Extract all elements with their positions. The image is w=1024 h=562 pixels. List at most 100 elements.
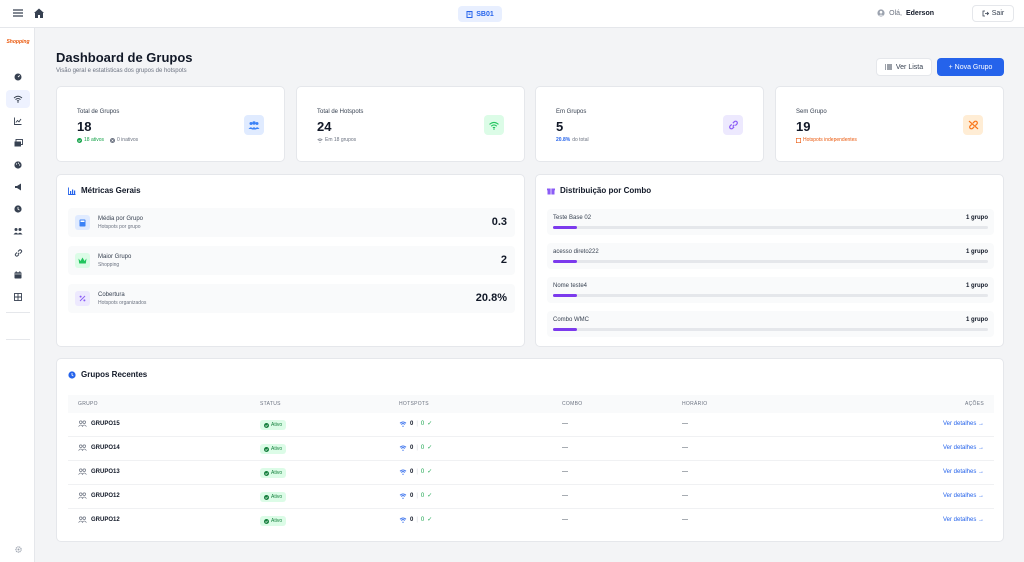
bar-chart-icon [68, 187, 76, 195]
combo-progress-fill [553, 260, 577, 263]
group-name-cell: GRUPO13 [78, 468, 120, 475]
table-row: GRUPO14 Ativo 0 | 0 ✓ — — Ver detalhes → [68, 437, 994, 461]
groups-count-text: Em 18 grupos [325, 137, 357, 143]
combo-cell: — [562, 517, 568, 523]
combo-distribution-panel: Distribuição por Combo Teste Base 02 1 g… [535, 174, 1004, 347]
view-details-link[interactable]: Ver detalhes → [942, 445, 984, 451]
sidebar-item-schedule[interactable] [6, 200, 30, 218]
sidebar: Shopping [0, 28, 35, 562]
view-details-link[interactable]: Ver detalhes → [942, 493, 984, 499]
check-circle-icon [264, 518, 269, 524]
stat-footer: Em 18 grupos [317, 137, 356, 143]
combo-progress-fill [553, 328, 577, 331]
combo-item: Teste Base 02 1 grupo [547, 209, 994, 235]
calculator-icon [75, 215, 90, 230]
combo-count: 1 grupo [966, 249, 988, 255]
combo-progress-track [553, 294, 988, 297]
panel-title-text: Distribuição por Combo [560, 186, 652, 195]
home-icon[interactable] [33, 7, 45, 19]
hotspot-total: 0 [410, 420, 414, 427]
view-details-link[interactable]: Ver detalhes → [942, 517, 984, 523]
schedule-cell: — [682, 493, 688, 499]
group-name-cell: GRUPO12 [78, 516, 120, 523]
users-icon [13, 228, 23, 235]
group-name: GRUPO12 [91, 516, 120, 523]
wifi-icon [399, 444, 407, 451]
check-circle-icon [264, 422, 269, 428]
metric-sub: Hotspots organizados [98, 300, 147, 306]
check-icon: ✓ [427, 421, 433, 427]
wifi-icon [399, 492, 407, 499]
sidebar-divider [6, 339, 30, 340]
independent-count-text: Hotspots independentes [803, 137, 857, 143]
metric-value: 0.3 [491, 216, 507, 228]
active-count-text: 18 ativos [84, 137, 105, 143]
schedule-cell: — [682, 445, 688, 451]
users-icon [78, 492, 87, 499]
sidebar-item-calendar[interactable] [6, 266, 30, 284]
combo-name: Combo WMC [553, 317, 590, 323]
status-badge: Ativo [260, 492, 287, 502]
separator: | [416, 444, 418, 451]
view-list-button[interactable]: Ver Lista [876, 58, 932, 76]
sidebar-item-analytics[interactable] [6, 112, 30, 130]
unlink-icon [796, 137, 801, 143]
sidebar-item-gallery[interactable] [6, 134, 30, 152]
status-text: Ativo [271, 446, 283, 452]
sidebar-item-hotspots[interactable] [6, 90, 30, 108]
top-bar: SB01 Olá, Ederson Sair [0, 0, 1024, 28]
combo-item: Nome teste4 1 grupo [547, 277, 994, 303]
sidebar-item-campaigns[interactable] [6, 178, 30, 196]
sidebar-item-groups[interactable] [6, 244, 30, 262]
logout-button[interactable]: Sair [972, 5, 1014, 22]
panel-title-text: Métricas Gerais [81, 186, 141, 195]
sidebar-item-themes[interactable] [6, 156, 30, 174]
sidebar-item-users[interactable] [6, 222, 30, 240]
stat-card-total-groups: Total de Grupos 18 18 ativos 0 inativos [56, 86, 285, 162]
stat-label: Em Grupos [556, 109, 587, 115]
page-title: Dashboard de Grupos [56, 50, 193, 65]
group-name-cell: GRUPO12 [78, 492, 120, 499]
logout-icon [982, 10, 989, 17]
megaphone-icon [14, 183, 21, 191]
sidebar-item-grid[interactable] [6, 288, 30, 306]
gallery-icon [14, 139, 23, 147]
wifi-icon [317, 137, 323, 143]
combo-name: Nome teste4 [553, 283, 588, 289]
percentage-suffix: do total [572, 137, 589, 143]
check-icon: ✓ [427, 445, 433, 451]
building-icon [466, 10, 473, 18]
list-icon [884, 64, 892, 70]
view-details-link[interactable]: Ver detalhes → [942, 421, 984, 427]
combo-name: Teste Base 02 [553, 215, 592, 221]
menu-icon[interactable] [13, 8, 23, 18]
schedule-cell: — [682, 421, 688, 427]
combo-item: Combo WMC 1 grupo [547, 311, 994, 337]
status-text: Ativo [271, 422, 283, 428]
active-count: 18 ativos [77, 137, 104, 143]
greeting-text: Olá, [889, 9, 902, 17]
separator: | [416, 420, 418, 427]
view-details-link[interactable]: Ver detalhes → [942, 469, 984, 475]
group-name-cell: GRUPO15 [78, 420, 120, 427]
hotspot-count: 0 | 0 ✓ [399, 516, 432, 523]
wifi-icon [484, 115, 504, 135]
check-circle-icon [264, 494, 269, 500]
location-selector[interactable]: SB01 [458, 6, 502, 22]
brand-logo: Shopping [6, 39, 30, 45]
new-group-button[interactable]: + Nova Grupo [937, 58, 1004, 76]
users-icon [78, 516, 87, 523]
user-name: Ederson [905, 9, 934, 17]
column-header: GRUPO [78, 401, 98, 407]
percent-icon [75, 291, 90, 306]
status-badge: Ativo [260, 444, 287, 454]
panel-title: Distribuição por Combo [547, 186, 651, 195]
sidebar-item-settings[interactable] [6, 540, 30, 558]
metric-sub: Hotspots por grupo [98, 224, 141, 230]
check-icon: ✓ [427, 493, 433, 499]
hotspot-online: 0 [420, 492, 425, 499]
combo-progress-track [553, 226, 988, 229]
metric-average: Média por Grupo Hotspots por grupo 0.3 [68, 208, 515, 237]
sidebar-item-dashboard[interactable] [6, 68, 30, 86]
inactive-count: 0 inativos [110, 137, 138, 143]
